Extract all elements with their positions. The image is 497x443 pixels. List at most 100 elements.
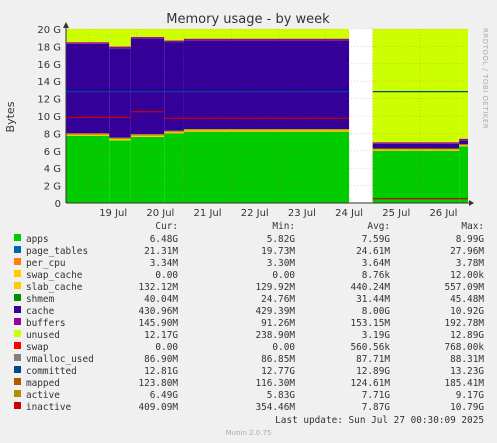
line-active — [109, 138, 131, 140]
legend-swatch — [14, 354, 21, 361]
legend-cur-value: 6.49G — [149, 390, 178, 401]
y-tick-label: 10 G — [37, 112, 61, 123]
legend-label: apps — [26, 234, 49, 245]
legend-label: swap_cache — [26, 270, 83, 281]
line-inactive — [109, 116, 131, 119]
legend-min-value: 5.83G — [266, 390, 295, 401]
legend-cur-value: 145.90M — [138, 318, 178, 329]
legend-item-mapped: mapped 123.80M 116.30M 124.61M 185.41M — [0, 378, 497, 390]
legend-max-value: 9.17G — [455, 390, 484, 401]
legend-avg-value: 31.44M — [356, 294, 390, 305]
legend-max-value: 8.99G — [455, 234, 484, 245]
line-inactive — [130, 111, 165, 113]
legend-item-buffers: buffers 145.90M 91.26M 153.15M 192.78M — [0, 318, 497, 330]
area-unused — [459, 29, 468, 141]
legend-cur-value: 0.00 — [155, 270, 178, 281]
legend-label: cache — [26, 306, 55, 317]
legend-avg-value: 3.19G — [361, 330, 390, 341]
legend-min-value: 354.46M — [255, 402, 295, 413]
y-tick-label: 20 G — [37, 25, 61, 36]
line-inactive — [66, 116, 110, 119]
legend-cur-value: 132.12M — [138, 282, 178, 293]
legend-min-value: 3.30M — [266, 258, 295, 269]
legend-max-value: 10.79G — [450, 402, 484, 413]
legend-min-value: 429.39M — [255, 306, 295, 317]
legend-min-value: 86.85M — [261, 354, 295, 365]
legend-min-value: 24.76M — [261, 294, 295, 305]
legend-label: inactive — [26, 402, 72, 413]
area-unused — [372, 29, 460, 144]
y-tick-label: 18 G — [37, 42, 61, 53]
line-active — [459, 144, 468, 146]
y-tick-label: 8 G — [44, 129, 61, 140]
line-active — [130, 134, 165, 136]
legend-cur-value: 40.04M — [144, 294, 178, 305]
legend-avg-value: 124.61M — [350, 378, 390, 389]
area-buffers — [164, 40, 184, 43]
legend-min-value: 116.30M — [255, 378, 295, 389]
legend-max-value: 13.23G — [450, 366, 484, 377]
legend-min-value: 12.77G — [261, 366, 295, 377]
area-cache — [66, 43, 110, 134]
y-tick-label: 4 G — [44, 164, 61, 175]
legend-swatch — [14, 342, 21, 349]
legend-swatch — [14, 378, 21, 385]
legend-swatch — [14, 330, 21, 337]
legend-min-value: 0.00 — [272, 270, 295, 281]
legend-item-unused: unused 12.17G 238.90M 3.19G 12.89G — [0, 330, 497, 342]
y-tick-label: 6 G — [44, 147, 61, 158]
area-apps — [372, 150, 460, 203]
legend-item-swap: swap 0.00 0.00 560.56k 768.00k — [0, 342, 497, 354]
legend-avg-value: 3.64M — [361, 258, 390, 269]
legend-item-committed: committed 12.81G 12.77G 12.89G 13.23G — [0, 366, 497, 378]
y-tick-label: 14 G — [37, 77, 61, 88]
y-tick-label: 2 G — [44, 182, 61, 193]
legend-cur-value: 6.48G — [149, 234, 178, 245]
legend-avg-value: 7.59G — [361, 234, 390, 245]
legend-swatch — [14, 282, 21, 289]
line-inactive — [372, 198, 460, 200]
y-tick-label: 12 G — [37, 95, 61, 106]
legend-header-cur: Cur: — [155, 221, 178, 232]
legend-cur-value: 12.81G — [144, 366, 178, 377]
x-tick-label: 25 Jul — [382, 208, 410, 219]
legend-min-value: 19.73M — [261, 246, 295, 257]
area-cache — [109, 48, 131, 138]
legend-swatch — [14, 234, 21, 241]
legend-label: shmem — [26, 294, 55, 305]
legend-label: page_tables — [26, 246, 89, 257]
area-buffers — [109, 46, 131, 49]
legend-label: slab_cache — [26, 282, 83, 293]
legend-swatch — [14, 390, 21, 397]
legend-avg-value: 153.15M — [350, 318, 390, 329]
y-axis-arrow-icon — [63, 22, 69, 28]
legend-cur-value: 12.17G — [144, 330, 178, 341]
y-tick-label: 16 G — [37, 60, 61, 71]
legend-label: committed — [26, 366, 77, 377]
legend-avg-value: 8.00G — [361, 306, 390, 317]
area-slab_cache — [372, 149, 460, 151]
y-tick-label: 0 — [55, 199, 61, 210]
legend-avg-value: 560.56k — [350, 342, 390, 353]
legend-max-value: 3.78M — [455, 258, 484, 269]
last-update: Last update: Sun Jul 27 00:30:09 2025 — [275, 415, 484, 426]
legend-item-swap_cache: swap_cache 0.00 0.00 8.76k 12.00k — [0, 270, 497, 282]
area-slab_cache — [130, 134, 165, 137]
legend-max-value: 12.89G — [450, 330, 484, 341]
legend-label: unused — [26, 330, 60, 341]
line-active — [183, 129, 350, 131]
area-unused — [164, 29, 184, 43]
area-cache — [459, 140, 468, 145]
area-apps — [459, 146, 468, 203]
area-apps — [164, 133, 184, 203]
legend-label: vmalloc_used — [26, 354, 94, 365]
legend-cur-value: 0.00 — [155, 342, 178, 353]
area-apps — [183, 131, 350, 203]
legend-cur-value: 21.31M — [144, 246, 178, 257]
area-buffers — [459, 138, 468, 141]
legend-max-value: 88.31M — [450, 354, 484, 365]
area-buffers — [66, 42, 110, 44]
grid-lines — [66, 28, 468, 203]
legend-max-value: 768.00k — [444, 342, 484, 353]
